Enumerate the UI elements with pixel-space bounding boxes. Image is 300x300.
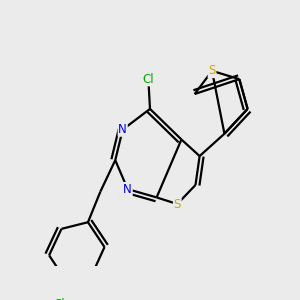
Text: S: S [208,64,216,77]
Text: N: N [118,123,127,136]
Text: S: S [174,197,181,211]
Text: N: N [123,183,132,196]
Text: Cl: Cl [53,298,65,300]
Text: Cl: Cl [142,73,154,85]
